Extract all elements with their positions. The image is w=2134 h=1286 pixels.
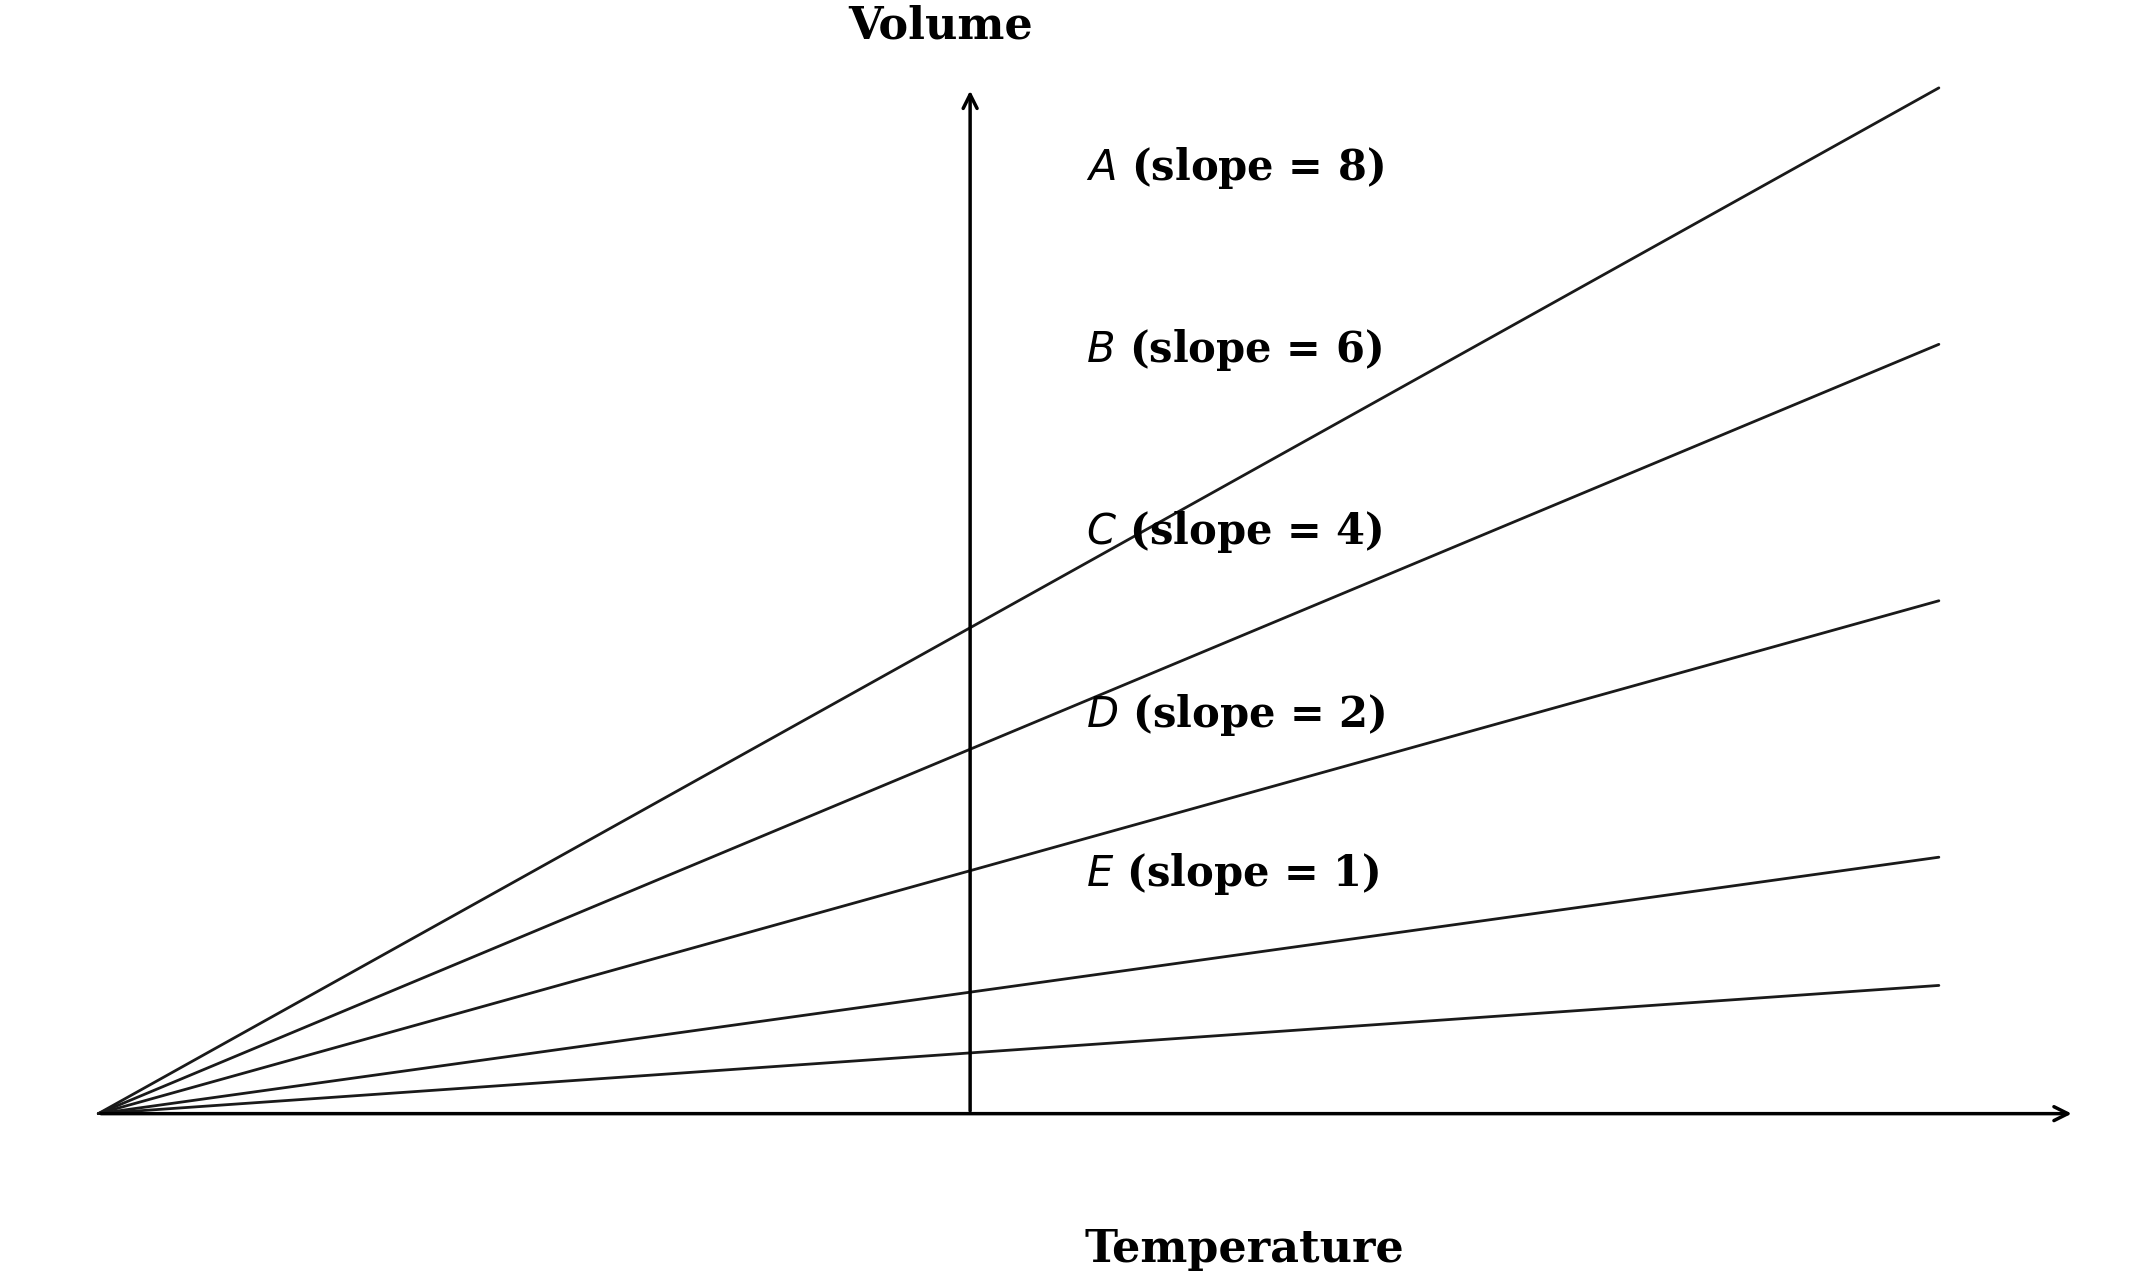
Text: $\mathit{B}$ (slope = 6): $\mathit{B}$ (slope = 6)	[1086, 327, 1383, 373]
Text: $\mathit{E}$ (slope = 1): $\mathit{E}$ (slope = 1)	[1086, 851, 1381, 898]
Text: $\mathit{A}$ (slope = 8): $\mathit{A}$ (slope = 8)	[1086, 144, 1385, 190]
Text: $\mathit{C}$ (slope = 4): $\mathit{C}$ (slope = 4)	[1086, 509, 1383, 556]
Text: Volume: Volume	[849, 5, 1033, 48]
Text: Temperature: Temperature	[1084, 1228, 1404, 1271]
Text: $\mathit{D}$ (slope = 2): $\mathit{D}$ (slope = 2)	[1086, 692, 1385, 738]
